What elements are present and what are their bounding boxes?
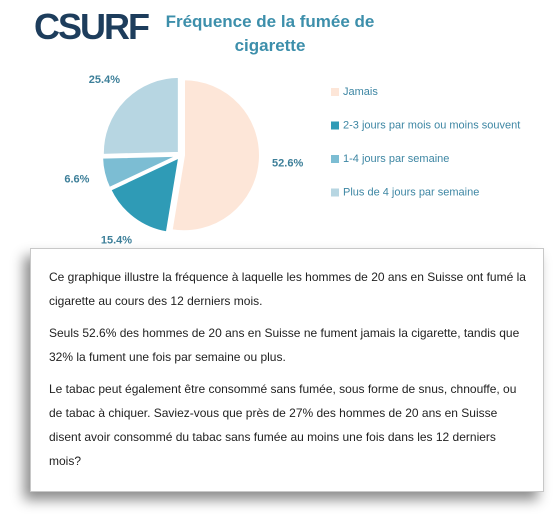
data-label: 6.6% — [64, 174, 89, 186]
data-label: 52.6% — [272, 158, 303, 170]
data-label: 15.4% — [101, 234, 132, 245]
paragraph: Ce graphique illustre la fréquence à laq… — [49, 270, 526, 308]
legend-label: 1-4 jours par semaine — [343, 153, 449, 165]
text-box: Ce graphique illustre la fréquence à laq… — [30, 248, 544, 492]
chart-title: Fréquence de la fumée de cigarette — [165, 12, 375, 55]
legend-label: 2-3 jours par mois ou moins souvent — [343, 119, 520, 131]
chart: 52.6% Jamais 15.4% 2-3 jours par mois ou mo… — [64, 74, 520, 245]
pie-slice — [170, 78, 261, 233]
pie-slice — [101, 154, 179, 190]
paragraph: Seuls 52.6% des hommes de 20 ans en Suis… — [49, 326, 520, 364]
legend-label: Jamais — [343, 86, 378, 98]
legend-swatch — [331, 155, 339, 163]
legend-swatch — [331, 88, 339, 96]
logo: CSURF — [34, 6, 150, 47]
legend-swatch — [331, 121, 339, 130]
pie-slice — [109, 155, 181, 234]
legend-label: Plus de 4 jours par semaine — [343, 186, 479, 198]
data-label: 25.4% — [89, 74, 120, 86]
paragraph: Le tabac peut également être consommé sa… — [49, 382, 517, 468]
legend-swatch — [331, 188, 339, 197]
pie-slice — [101, 75, 180, 156]
